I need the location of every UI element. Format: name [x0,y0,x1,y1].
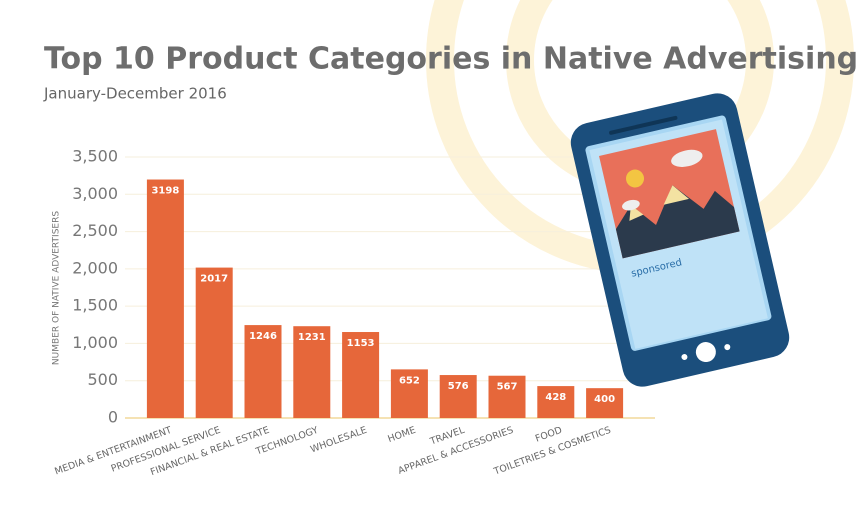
value-label: 567 [497,382,518,393]
y-tick-label: 0 [108,408,118,427]
bar [390,369,428,418]
value-label: 1246 [249,331,277,342]
y-tick-label: 3,000 [72,184,118,203]
y-tick-label: 2,000 [72,258,118,277]
value-label: 576 [448,381,469,392]
chart-title: Top 10 Product Categories in Native Adve… [44,42,858,77]
bar [439,375,477,418]
value-label: 400 [594,394,615,405]
bar [342,332,380,418]
value-label: 3198 [151,186,179,197]
bar [586,388,624,418]
y-tick-label: 1,500 [72,296,118,315]
phone: sponsored [570,93,790,387]
x-tick-label: WHOLESALE [309,425,368,456]
value-label: 2017 [200,274,228,285]
x-tick-label: FOOD [534,425,564,445]
bar [244,325,282,418]
value-label: 428 [545,392,566,403]
y-tick-label: 2,500 [72,221,118,240]
bar [146,179,184,418]
value-label: 652 [399,375,420,386]
y-tick-label: 1,000 [72,333,118,352]
y-axis-label: NUMBER OF NATIVE ADVERTISERS [52,211,62,365]
y-tick-label: 500 [87,370,118,389]
value-label: 1153 [347,338,375,349]
bar [488,375,526,418]
value-label: 1231 [298,332,326,343]
bar [537,386,575,418]
x-tick-label: HOME [386,425,417,445]
y-tick-label: 3,500 [72,147,118,166]
bar [293,326,331,418]
bar [195,267,233,418]
chart-subtitle: January-December 2016 [43,85,227,103]
